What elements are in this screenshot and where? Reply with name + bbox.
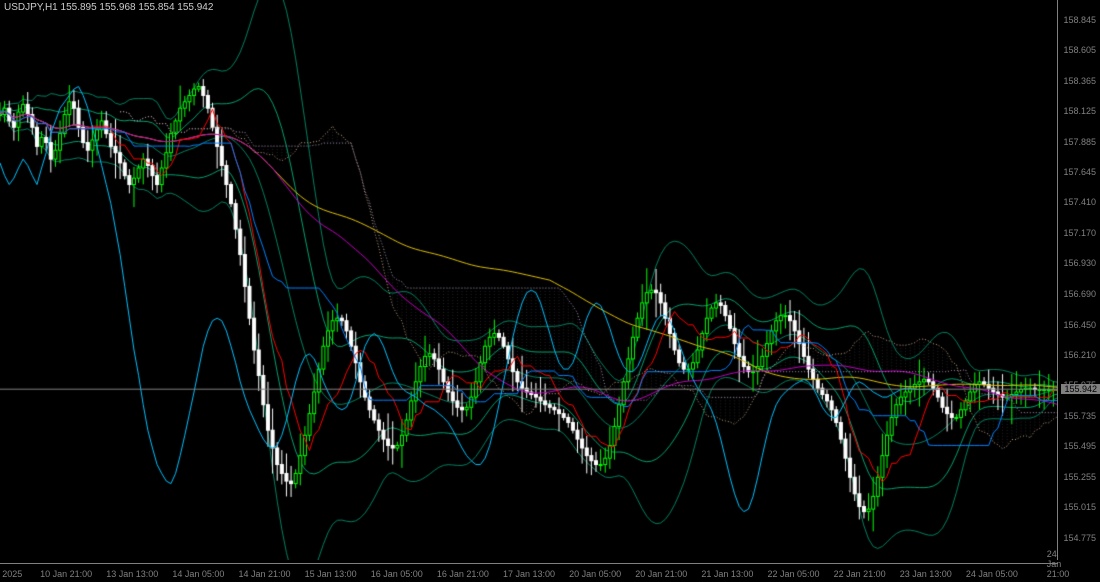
- y-axis-label: 156.930: [1063, 258, 1096, 268]
- x-axis-label: 15 Jan 13:00: [305, 569, 357, 579]
- y-axis-label: 158.365: [1063, 76, 1096, 86]
- x-axis-label: 0 Jan 2025: [0, 569, 22, 579]
- y-axis-label: 155.015: [1063, 502, 1096, 512]
- price-chart-canvas[interactable]: [0, 0, 1058, 560]
- x-axis: 0 Jan 2025 10 Jan 21:00 13 Jan 13:00 14 Jan…: [0, 563, 1058, 582]
- y-axis-label: 158.125: [1063, 106, 1096, 116]
- x-axis-label: 22 Jan 05:00: [767, 569, 819, 579]
- y-axis-label: 158.605: [1063, 45, 1096, 55]
- x-axis-label: 13 Jan 13:00: [106, 569, 158, 579]
- y-axis-label: 154.775: [1063, 533, 1096, 543]
- y-axis-label: 156.450: [1063, 320, 1096, 330]
- x-axis-label: 16 Jan 05:00: [371, 569, 423, 579]
- x-axis-label: 17 Jan 13:00: [503, 569, 555, 579]
- y-axis-label: 157.410: [1063, 197, 1096, 207]
- chart-container[interactable]: USDJPY,H1 155.895 155.968 155.854 155.94…: [0, 0, 1100, 582]
- y-axis-label: 157.885: [1063, 137, 1096, 147]
- x-axis-label: 22 Jan 21:00: [834, 569, 886, 579]
- x-axis-label: 14 Jan 05:00: [172, 569, 224, 579]
- x-axis-label: 10 Jan 21:00: [40, 569, 92, 579]
- y-axis-label: 157.170: [1063, 228, 1096, 238]
- y-axis-label: 156.210: [1063, 350, 1096, 360]
- x-axis-label: 24 Jan 21:00: [1047, 549, 1070, 579]
- x-axis-label: 20 Jan 05:00: [569, 569, 621, 579]
- y-axis-label: 156.690: [1063, 289, 1096, 299]
- x-axis-label: 16 Jan 21:00: [437, 569, 489, 579]
- y-axis-label: 155.255: [1063, 472, 1096, 482]
- x-axis-label: 20 Jan 21:00: [635, 569, 687, 579]
- last-price-tag: 155.942: [1061, 384, 1100, 394]
- y-axis: 154.775 155.015 155.255 155.495 155.735 155.9…: [1057, 0, 1100, 560]
- y-axis-label: 157.645: [1063, 167, 1096, 177]
- y-axis-label: 155.495: [1063, 441, 1096, 451]
- symbol-ohlc-label: USDJPY,H1 155.895 155.968 155.854 155.94…: [4, 2, 213, 13]
- x-axis-label: 23 Jan 13:00: [900, 569, 952, 579]
- x-axis-label: 24 Jan 05:00: [966, 569, 1018, 579]
- x-axis-label: 14 Jan 21:00: [238, 569, 290, 579]
- x-axis-label: 21 Jan 13:00: [701, 569, 753, 579]
- y-axis-label: 155.735: [1063, 411, 1096, 421]
- y-axis-label: 158.845: [1063, 15, 1096, 25]
